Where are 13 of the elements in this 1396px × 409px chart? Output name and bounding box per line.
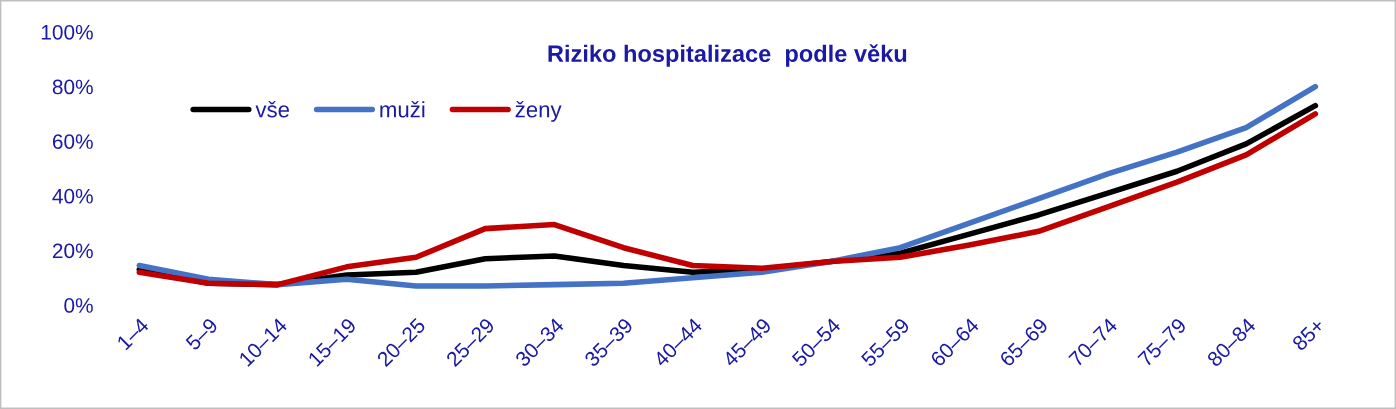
legend-label: muži xyxy=(380,101,425,118)
y-tick-label: 0% xyxy=(64,298,93,313)
y-tick-label: 80% xyxy=(52,79,93,95)
x-tick-label: 85+ xyxy=(1291,317,1326,352)
x-tick-label: 1–4 xyxy=(116,317,150,351)
legend-label: vše xyxy=(255,101,289,118)
y-tick-label: 40% xyxy=(52,188,93,204)
y-tick-label: 100% xyxy=(41,24,93,40)
legend-label: ženy xyxy=(515,101,562,122)
y-tick-label: 20% xyxy=(52,243,93,259)
y-tick-label: 60% xyxy=(52,134,93,149)
x-tick-label: 5–9 xyxy=(184,317,219,352)
chart-title: Riziko hospitalizace podle věku xyxy=(548,44,907,67)
